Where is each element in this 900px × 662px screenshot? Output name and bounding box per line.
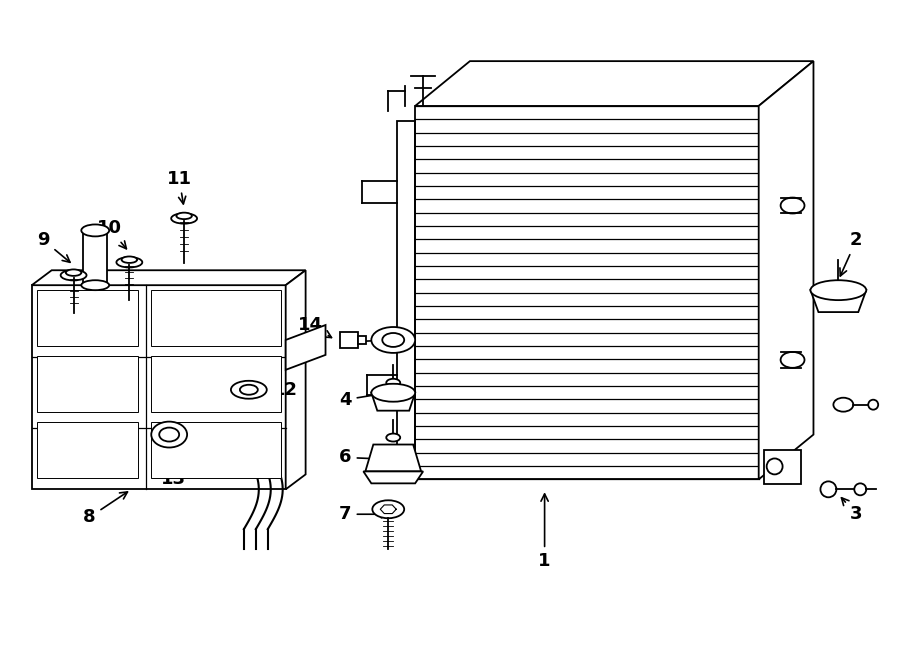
Ellipse shape [116, 257, 142, 267]
Ellipse shape [151, 422, 187, 448]
Bar [764, 449, 800, 485]
Ellipse shape [171, 213, 197, 224]
Bar [340, 332, 358, 348]
Text: 2: 2 [840, 232, 862, 276]
Bar [84, 230, 107, 285]
Text: 6: 6 [339, 448, 389, 467]
Circle shape [821, 481, 836, 497]
Text: 10: 10 [97, 219, 126, 249]
Circle shape [767, 459, 783, 475]
Bar [358, 336, 366, 344]
Text: 1: 1 [538, 494, 551, 570]
Polygon shape [811, 290, 866, 312]
Ellipse shape [81, 224, 109, 236]
Bar [151, 356, 281, 412]
Bar [37, 422, 138, 479]
Ellipse shape [122, 256, 137, 263]
Text: 4: 4 [339, 391, 383, 408]
Polygon shape [381, 505, 396, 514]
Ellipse shape [159, 428, 179, 442]
Ellipse shape [780, 197, 805, 214]
Ellipse shape [81, 280, 109, 290]
Ellipse shape [386, 434, 400, 442]
Bar [151, 290, 281, 346]
Ellipse shape [386, 379, 400, 387]
Polygon shape [397, 121, 415, 465]
Bar [415, 106, 759, 479]
Text: 13: 13 [161, 454, 185, 489]
Polygon shape [364, 471, 423, 483]
Ellipse shape [66, 269, 81, 276]
Ellipse shape [176, 213, 192, 219]
Polygon shape [285, 270, 306, 489]
Ellipse shape [780, 352, 805, 368]
Text: 7: 7 [339, 505, 389, 523]
Ellipse shape [833, 398, 853, 412]
Polygon shape [759, 126, 780, 459]
Ellipse shape [811, 280, 866, 300]
Polygon shape [415, 61, 814, 106]
Text: 8: 8 [83, 492, 128, 526]
Polygon shape [32, 270, 306, 285]
Text: 5: 5 [339, 333, 389, 351]
Ellipse shape [60, 270, 86, 281]
Text: 3: 3 [842, 498, 862, 523]
Bar [37, 290, 138, 346]
Text: 14: 14 [298, 316, 331, 338]
Text: 12: 12 [248, 381, 298, 399]
Polygon shape [285, 325, 326, 370]
Ellipse shape [372, 384, 415, 402]
Polygon shape [759, 61, 814, 479]
Text: 9: 9 [38, 232, 70, 262]
Circle shape [854, 483, 866, 495]
Bar [37, 356, 138, 412]
Polygon shape [32, 285, 285, 489]
Ellipse shape [240, 385, 257, 395]
Ellipse shape [382, 333, 404, 347]
Polygon shape [365, 444, 421, 471]
Text: 11: 11 [166, 169, 192, 204]
Polygon shape [372, 393, 415, 410]
Bar [151, 422, 281, 479]
Circle shape [868, 400, 878, 410]
Ellipse shape [231, 381, 266, 399]
Ellipse shape [372, 327, 415, 353]
Ellipse shape [373, 500, 404, 518]
